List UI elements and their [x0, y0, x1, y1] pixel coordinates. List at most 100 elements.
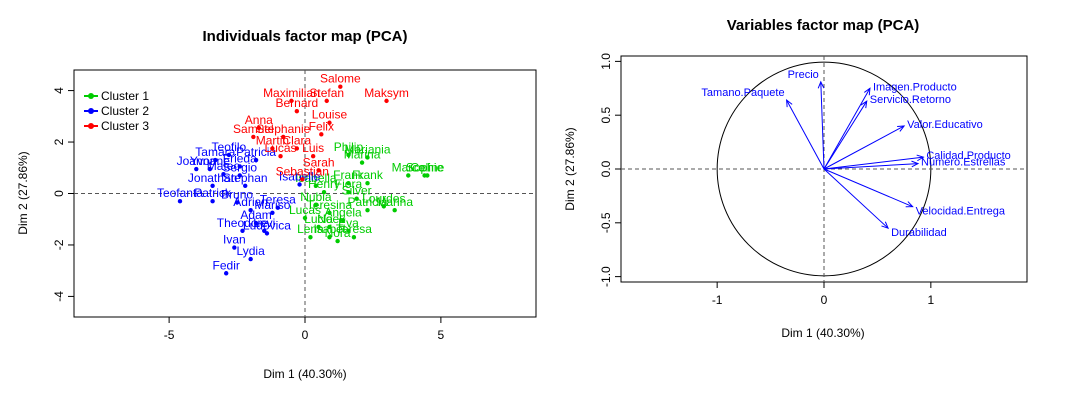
variable-label: Servicio.Retorno: [870, 94, 951, 106]
arrow-head: [911, 160, 920, 168]
point-label: Ludovica: [243, 218, 291, 232]
arrow-head: [786, 99, 793, 108]
point-label: Teresa: [260, 193, 296, 207]
point-label: Levi: [253, 216, 275, 230]
point-label: Sebastian: [276, 164, 329, 178]
variable-label: Calidad.Producto: [926, 150, 1010, 162]
point-label: Adrian: [233, 195, 268, 209]
y-axis-ticks: -4 -2 0 2 4: [52, 87, 74, 302]
point-label: Sergio: [222, 160, 257, 174]
point-label: Maximilian: [263, 86, 320, 100]
variable-arrow: [823, 156, 924, 170]
data-point: [294, 108, 300, 114]
data-point: [327, 235, 332, 240]
point-label: Joanna: [177, 154, 217, 168]
data-point: [310, 153, 316, 159]
point-label: Mariso: [254, 198, 290, 212]
data-point: [248, 256, 253, 262]
data-point: [340, 218, 346, 223]
data-point: [270, 146, 275, 151]
data-point: [327, 210, 332, 215]
data-point: [253, 220, 259, 226]
individuals-factor-map: Individuals factor map (PCA) -5 0 5 -4 -2 0 2…: [16, 28, 537, 381]
data-point: [294, 146, 300, 151]
point-label: Lucas: [289, 203, 321, 217]
point-label: Martin: [256, 133, 289, 147]
legend-marker: [88, 93, 94, 99]
point-label: Marina: [376, 195, 413, 209]
y-tick-label: -1.0: [599, 266, 613, 287]
x-tick-label: -5: [164, 328, 175, 342]
chart-title: Variables factor map (PCA): [727, 17, 920, 34]
legend-marker: [88, 123, 94, 129]
data-point: [213, 157, 218, 163]
point-label: Tamara: [195, 145, 235, 159]
data-point: [264, 231, 270, 236]
data-point: [346, 228, 351, 234]
point-label: Theodore: [217, 216, 269, 230]
data-point: [425, 173, 430, 178]
data-point: [302, 215, 308, 221]
arrow-head: [897, 125, 906, 132]
data-point: [406, 173, 411, 178]
x-tick-label: 0: [302, 328, 309, 342]
data-point: [327, 120, 332, 125]
y-axis-ticks: -1.0 -0.5 0.0 0.5 1.0: [599, 53, 621, 287]
y-axis-label: Dim 2 (27.86%): [16, 151, 30, 234]
arrow-head: [881, 221, 890, 230]
data-point: [346, 190, 351, 195]
point-label: Marina: [344, 148, 381, 162]
variable-arrow: [823, 168, 913, 208]
point-label: Patrick: [194, 186, 232, 200]
point-label: Lourdes: [362, 191, 405, 205]
point-label: Louise: [312, 108, 348, 122]
y-tick-label: -2: [52, 239, 66, 250]
point-label: Noel: [317, 212, 342, 226]
point-label: Luis: [302, 141, 324, 155]
point-label: Angela: [324, 206, 362, 220]
point-label: Fedir: [213, 258, 240, 272]
point-label: Patricia: [347, 195, 387, 209]
data-point: [346, 181, 351, 186]
point-label: Teresina: [307, 198, 353, 212]
y-tick-label: 0.5: [599, 107, 613, 124]
variable-label: Velocidad.Entrega: [916, 206, 1006, 218]
x-tick-label: 5: [438, 328, 445, 342]
point-label: Nora: [325, 226, 351, 240]
variable-label: Tamano.Paquete: [701, 87, 784, 99]
data-point: [177, 199, 183, 204]
point-label: Philip: [334, 140, 364, 154]
variable-arrow: [786, 99, 825, 170]
x-axis-label: Dim 1 (40.30%): [263, 367, 346, 381]
point-label: Eva: [338, 216, 359, 230]
data-point: [256, 125, 261, 131]
point-label: Stephanie: [256, 122, 310, 136]
legend-marker: [88, 108, 94, 114]
data-point: [207, 166, 213, 172]
variable-arrow: [820, 81, 825, 170]
point-label: Adam: [240, 208, 271, 222]
point-label: Teofanta: [157, 186, 203, 200]
y-tick-label: 0: [52, 190, 66, 197]
point-label: Bruno: [221, 188, 253, 202]
variable-arrows: Precio Tamano.Paquete Imagen.ProductoServi…: [701, 69, 1010, 239]
data-point: [226, 152, 232, 158]
data-point: [327, 224, 332, 230]
x-axis-ticks: -5 0 5: [164, 317, 445, 342]
data-point: [359, 160, 365, 165]
arrow-head: [817, 80, 825, 89]
data-point: [210, 183, 215, 188]
point-label: Marco: [392, 160, 426, 174]
data-point: [251, 134, 256, 140]
y-tick-label: 4: [52, 87, 66, 94]
y-tick-label: 0.0: [599, 160, 613, 177]
point-label: Sophie: [406, 160, 444, 174]
point-label: Felix: [309, 119, 334, 133]
legend-label: Cluster 3: [101, 119, 149, 133]
variable-arrow: [823, 100, 868, 170]
y-axis-label: Dim 2 (27.86%): [563, 127, 577, 210]
chart-title: Individuals factor map (PCA): [202, 28, 407, 45]
point-label: Isabelle: [279, 169, 321, 183]
data-point: [237, 164, 242, 169]
